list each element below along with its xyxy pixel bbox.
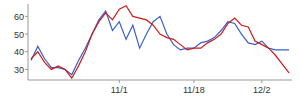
y-tick	[25, 16, 28, 17]
y-tick	[25, 69, 28, 70]
x-tick-label: 11/1	[111, 85, 128, 95]
series-line	[31, 11, 289, 75]
y-tick	[25, 34, 28, 35]
y-tick-label: 60	[14, 12, 24, 22]
y-tick-label: 30	[14, 65, 24, 75]
x-tick	[119, 80, 120, 83]
x-tick-label: 11/18	[183, 85, 205, 95]
plot-area	[31, 6, 289, 78]
y-tick-label: 50	[14, 30, 24, 40]
x-tick	[193, 80, 194, 83]
y-tick	[25, 51, 28, 52]
y-axis	[28, 4, 29, 80]
x-axis	[28, 80, 292, 81]
y-tick-label: 40	[14, 47, 24, 57]
x-tick-label: 12/2	[253, 85, 271, 95]
series-line	[31, 6, 289, 78]
x-tick	[261, 80, 262, 83]
